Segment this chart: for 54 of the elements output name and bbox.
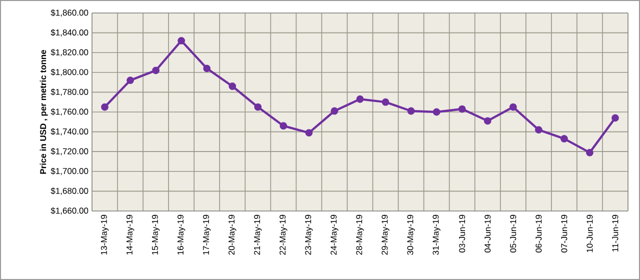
point — [203, 64, 211, 72]
point — [228, 82, 236, 90]
x-tick-label: 15-May-19 — [152, 214, 160, 255]
x-tick-label: 11-Jun-19 — [612, 214, 618, 252]
point — [484, 117, 492, 125]
y-tick-label: $1,740.00 — [50, 128, 88, 136]
x-tick-label: 23-May-19 — [305, 214, 313, 255]
point — [534, 126, 542, 134]
point — [280, 122, 288, 130]
y-tick-label: $1,720.00 — [50, 148, 88, 156]
x-tick-label: 06-Jun-19 — [536, 214, 542, 252]
x-tick-label: 31-May-19 — [432, 214, 440, 255]
y-tick-label: $1,860.00 — [50, 9, 88, 17]
point — [152, 66, 160, 74]
y-tick-label: $1,700.00 — [50, 168, 88, 176]
x-tick-label: 16-May-19 — [177, 214, 186, 255]
point — [254, 103, 262, 111]
x-tick-label: 05-Jun-19 — [510, 214, 516, 252]
x-tick-label: 04-Jun-19 — [484, 214, 491, 252]
point — [356, 95, 364, 103]
x-tick-label: 29-May-19 — [382, 214, 390, 255]
y-tick-label: $1,780.00 — [50, 88, 88, 96]
x-tick-label: 10-Jun-19 — [586, 214, 593, 252]
y-tick-label: $1,680.00 — [50, 188, 88, 195]
y-tick-label: $1,660.00 — [50, 207, 88, 215]
x-tick-label: 30-May-19 — [407, 214, 415, 255]
x-tick-label: 22-May-19 — [280, 214, 288, 255]
x-tick-label: 20-May-19 — [228, 214, 236, 255]
y-tick-label: $1,800.00 — [50, 68, 88, 76]
x-tick-label: 28-May-19 — [356, 214, 364, 255]
point — [612, 114, 619, 122]
point — [509, 103, 517, 111]
point — [586, 148, 594, 156]
point — [560, 135, 568, 142]
x-tick-label: 21-May-19 — [254, 214, 262, 255]
point — [330, 107, 338, 115]
point — [178, 37, 186, 44]
y-tick-label: $1,820.00 — [50, 48, 88, 56]
x-tick-label: 24-May-19 — [330, 214, 338, 255]
point — [305, 129, 313, 136]
y-tick-label: $1,760.00 — [50, 108, 88, 116]
y-axis-title: Price in USD , per metric tonne — [40, 50, 48, 174]
point — [458, 105, 466, 113]
point — [382, 98, 390, 106]
point — [101, 103, 108, 111]
point — [126, 76, 134, 84]
x-tick-label: 14-May-19 — [126, 214, 134, 255]
point — [432, 108, 440, 116]
y-tick-label: $1,840.00 — [50, 29, 88, 36]
x-tick-label: 03-Jun-19 — [459, 214, 466, 252]
x-tick-label: 13-May-19 — [100, 214, 109, 255]
x-tick-label: 17-May-19 — [203, 214, 211, 255]
point — [407, 107, 415, 115]
x-tick-label: 07-Jun-19 — [561, 214, 568, 252]
